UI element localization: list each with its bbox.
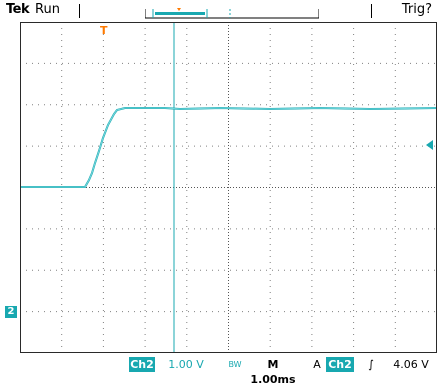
trigger-level-marker[interactable] — [426, 140, 433, 150]
trigger-marker[interactable]: T — [100, 24, 108, 37]
channel-scale: 1.00 V — [168, 358, 204, 371]
bandwidth-limit-icon: BW — [228, 360, 242, 369]
channel-reference-marker[interactable]: 2 — [5, 306, 17, 318]
brand-label: Tek — [6, 2, 30, 17]
channel-badge[interactable]: Ch2 — [129, 357, 155, 372]
trigger-mode: A — [313, 358, 321, 371]
display-frame — [20, 22, 437, 353]
trigger-source[interactable]: Ch2 — [326, 357, 354, 372]
record-position-indicator[interactable] — [145, 6, 319, 20]
timebase-readout: M 1.00ms — [244, 357, 302, 386]
trigger-status: Trig? — [401, 2, 432, 17]
timebase-value: 1.00ms — [250, 373, 296, 386]
trigger-level: 4.06 V — [393, 358, 429, 371]
rising-edge-icon: ∫ — [368, 358, 374, 371]
timebase-prefix: M — [267, 358, 279, 371]
trigger-separator — [371, 4, 372, 18]
oscilloscope-display[interactable] — [20, 22, 437, 353]
bottom-readout-bar: Ch2 1.00 V BW M 1.00ms A Ch2 ∫ 4.06 V — [0, 356, 438, 386]
acquisition-status: Run — [35, 2, 60, 17]
top-status-bar: Tek Run Trig? — [0, 0, 438, 22]
status-separator — [79, 4, 80, 18]
